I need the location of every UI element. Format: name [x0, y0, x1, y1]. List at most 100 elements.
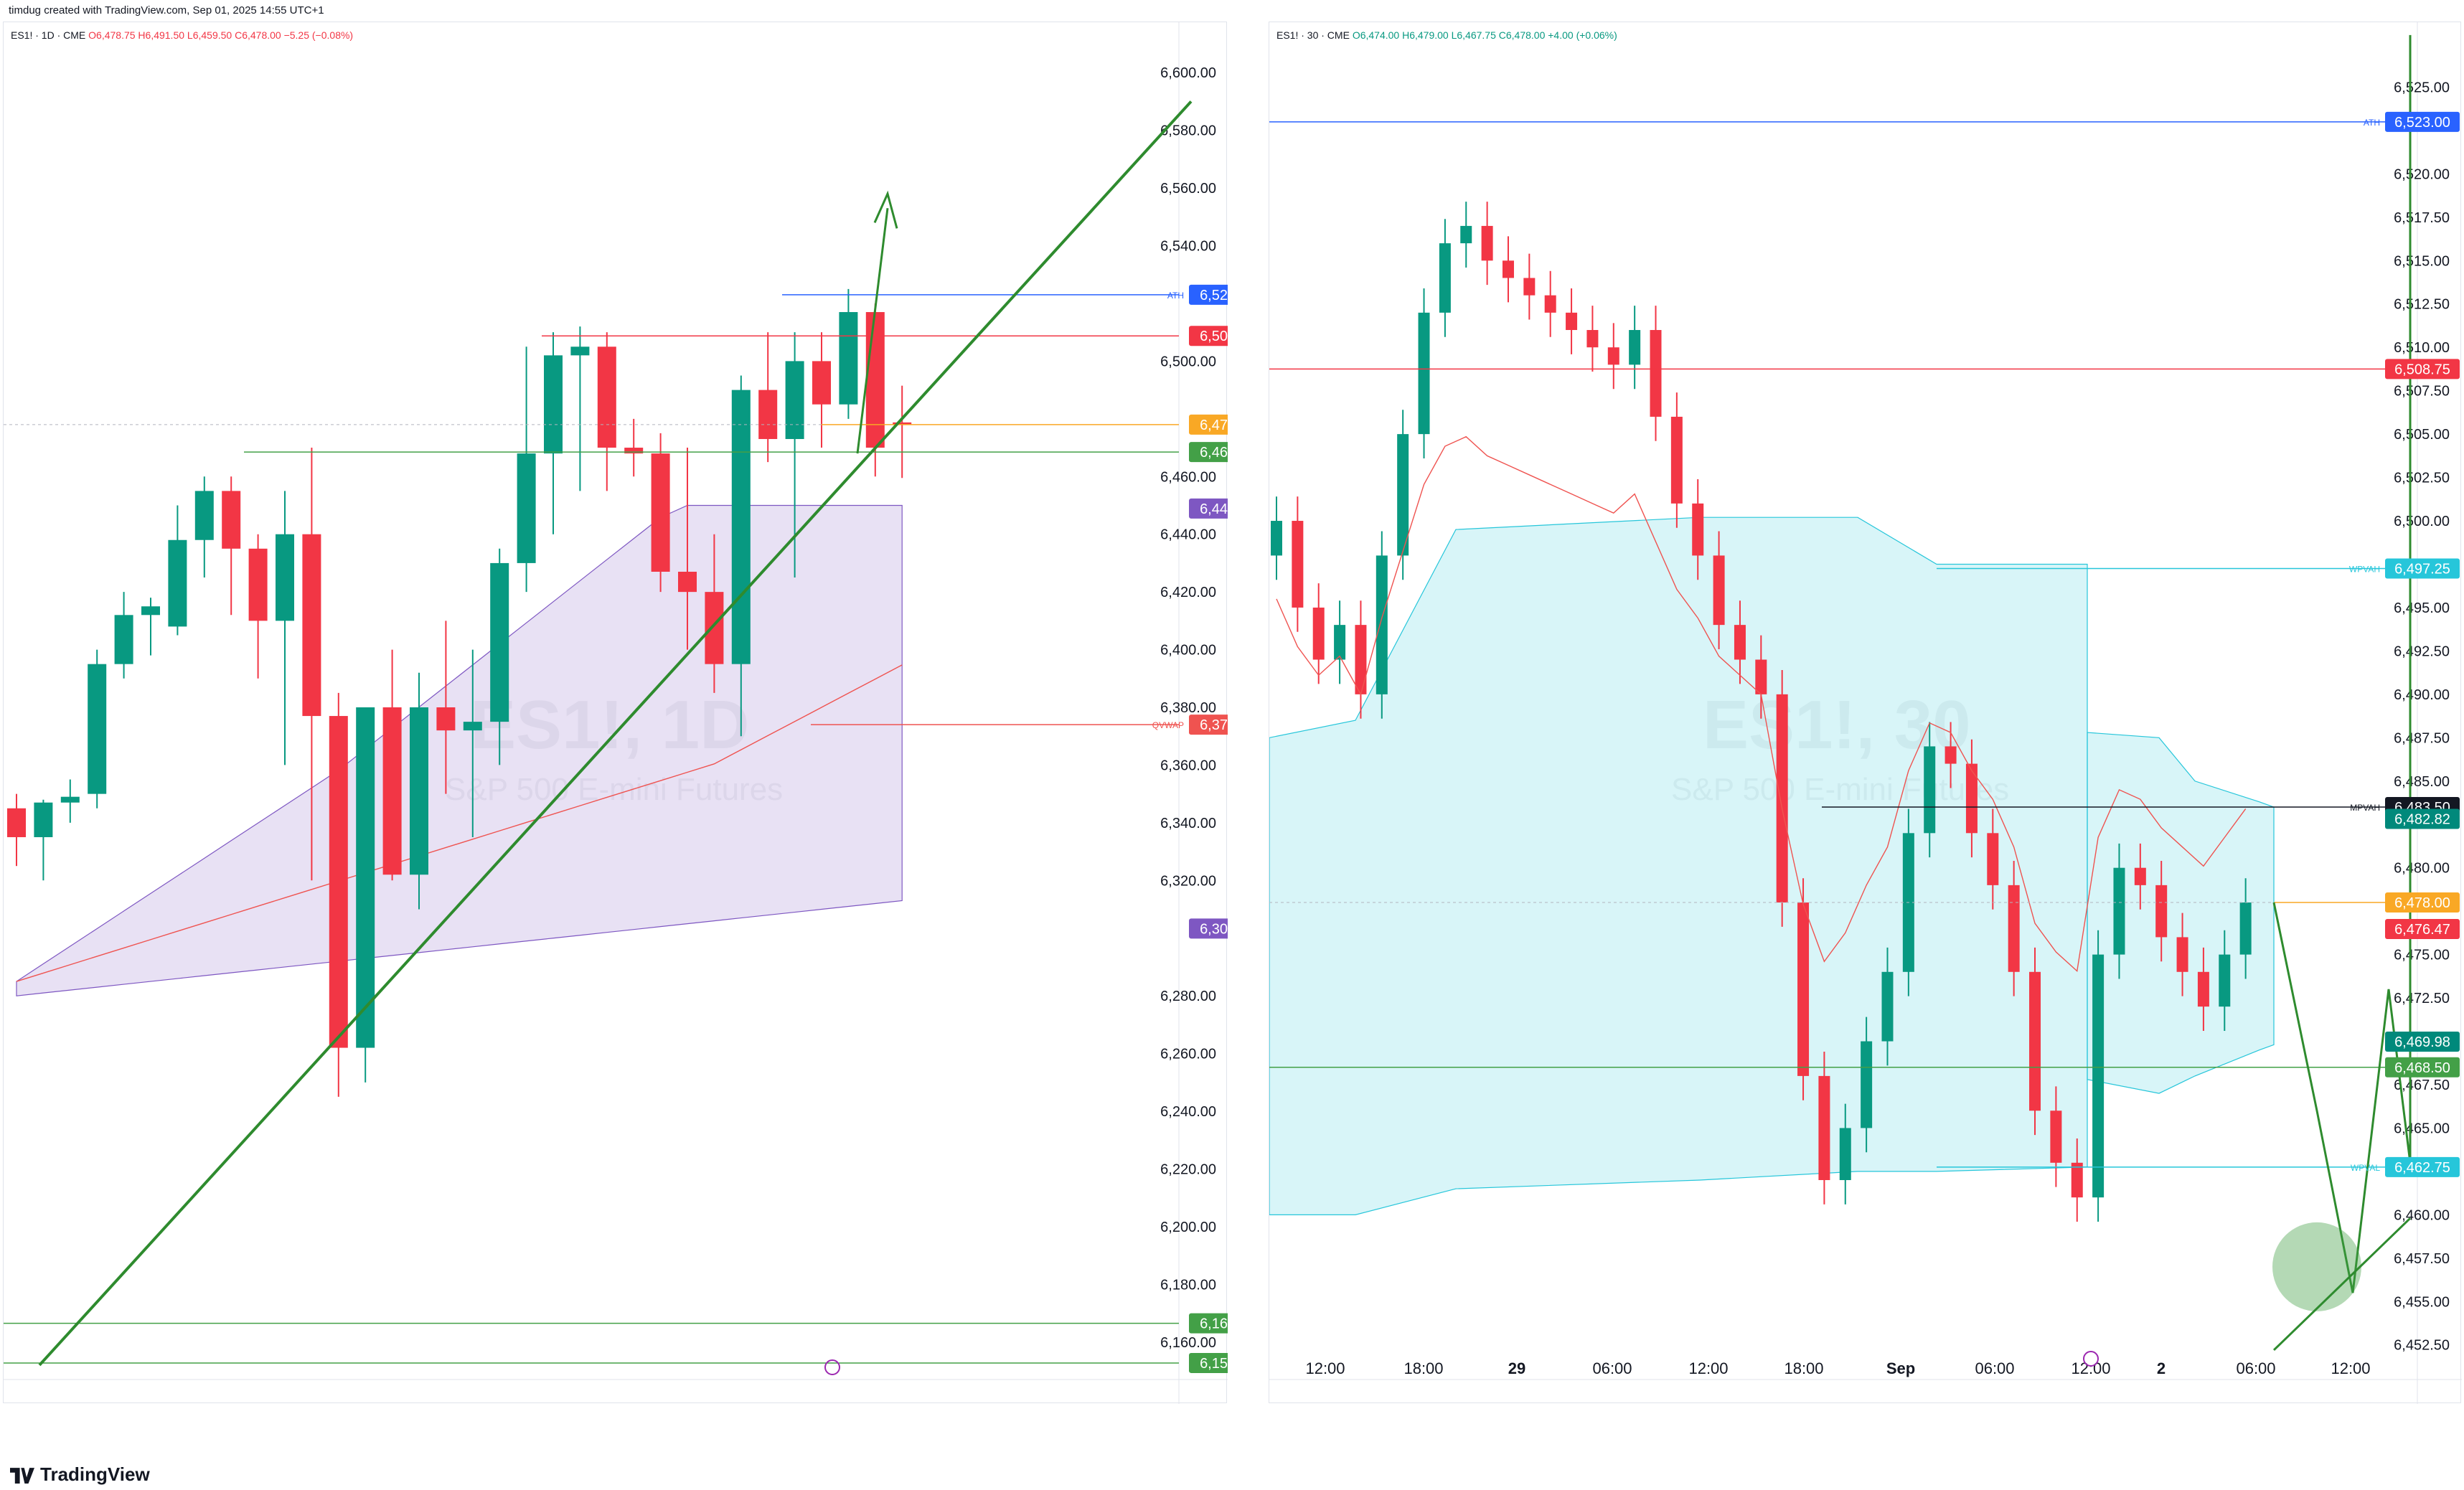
intraday-candle [2113, 867, 2125, 955]
daily-candle [34, 802, 53, 837]
intraday-price-tick: 6,492.50 [2394, 643, 2450, 659]
intraday-time-tick: 06:00 [2236, 1359, 2275, 1377]
intraday-trendline [2272, 1217, 2412, 1352]
intraday-price-tick: 6,490.00 [2394, 687, 2450, 703]
tradingview-logo: TradingView [10, 1463, 150, 1486]
daily-candle [463, 722, 482, 731]
brand-name: TradingView [40, 1463, 150, 1485]
intraday-price-tick: 6,525.00 [2394, 80, 2450, 95]
intraday-time-tick: 18:00 [1784, 1359, 1823, 1377]
daily-chart-panel[interactable]: ES1! · 1D · CME O6,478.75 H6,491.50 L6,4… [3, 22, 1228, 1404]
intraday-price-label: 6,478.00 [2394, 895, 2450, 911]
intraday-chart-panel[interactable]: ES1! · 30 · CME O6,474.00 H6,479.00 L6,4… [1269, 22, 2462, 1404]
intraday-candle [2029, 971, 2041, 1111]
intraday-time-tick: 06:00 [1975, 1359, 2014, 1377]
intraday-candle [1355, 625, 1367, 694]
intraday-candle [2155, 885, 2168, 938]
daily-trendline [38, 100, 1193, 1367]
intraday-candle [1481, 225, 1493, 261]
daily-candle [812, 361, 831, 405]
daily-candle [893, 422, 912, 425]
daily-candle [785, 361, 804, 439]
daily-legend: ES1! · 1D · CME O6,478.75 H6,491.50 L6,4… [11, 29, 353, 41]
intraday-level-note: WPVAL [2351, 1163, 2380, 1173]
intraday-price-label: 6,523.00 [2394, 115, 2450, 131]
daily-price-label-bg [1189, 442, 1228, 463]
daily-candle [302, 534, 321, 717]
daily-price-tick: 6,460.00 [1160, 469, 1216, 485]
daily-price-label: 6,468.50 [1200, 445, 1228, 461]
daily-ohlc: O6,478.75 H6,491.50 L6,459.50 C6,478.00 … [88, 29, 354, 41]
daily-price-tick: 6,260.00 [1160, 1047, 1216, 1062]
intraday-price-tick: 6,467.50 [2394, 1078, 2450, 1093]
intraday-price-tick: 6,487.50 [2394, 730, 2450, 746]
daily-candle [194, 491, 214, 540]
intraday-price-label-bg [2385, 1032, 2460, 1052]
intraday-time-tick: 29 [1508, 1359, 1525, 1377]
daily-candle [865, 312, 885, 448]
intraday-price-tick: 6,502.50 [2394, 471, 2450, 486]
intraday-candle [1670, 416, 1683, 504]
daily-candle [168, 539, 187, 627]
intraday-price-tick: 6,460.00 [2394, 1207, 2450, 1223]
intraday-candle [1734, 625, 1746, 660]
intraday-candle [1650, 330, 1662, 417]
daily-price-label: 6,166.50 [1200, 1316, 1228, 1332]
intraday-price-label-bg [2385, 919, 2460, 940]
intraday-candle [1397, 434, 1409, 556]
daily-watermark: ES1!, 1D [470, 686, 749, 765]
daily-price-tick: 6,360.00 [1160, 758, 1216, 773]
intraday-candle [2197, 971, 2209, 1007]
daily-candle [410, 707, 428, 875]
intraday-price-label: 6,482.82 [2394, 811, 2450, 827]
intraday-candle [1797, 902, 1810, 1076]
intraday-candle [1692, 503, 1704, 556]
intraday-price-tick: 6,485.00 [2394, 774, 2450, 790]
intraday-price-tick: 6,510.00 [2394, 340, 2450, 356]
daily-candle [382, 707, 402, 875]
intraday-price-label-bg [2385, 359, 2460, 379]
daily-price-tick: 6,580.00 [1160, 123, 1216, 139]
intraday-chart-svg: 6,525.00 6,520.00 6,517.50 6,515.00 6,512.50… [1269, 22, 2462, 1404]
intraday-candle [1460, 225, 1472, 244]
intraday-legend: ES1! · 30 · CME O6,474.00 H6,479.00 L6,4… [1276, 29, 1617, 41]
daily-candle [731, 390, 751, 664]
intraday-time-tick: 12:00 [1688, 1359, 1728, 1377]
intraday-candle [1776, 694, 1788, 903]
intraday-price-tick: 6,495.00 [2394, 600, 2450, 616]
daily-price-tick: 6,320.00 [1160, 873, 1216, 889]
daily-vwap-band [16, 504, 903, 996]
daily-candle [490, 562, 509, 722]
intraday-candle [1586, 330, 1599, 348]
intraday-vwap-line [1276, 435, 2247, 972]
daily-candle [356, 707, 375, 1048]
intraday-candle [1376, 555, 1388, 694]
intraday-candle [2008, 885, 2020, 972]
intraday-price-label: 6,468.50 [2394, 1060, 2450, 1076]
intraday-candle [1839, 1128, 1851, 1180]
intraday-candle [1544, 295, 1556, 313]
daily-price-tick: 6,500.00 [1160, 354, 1216, 369]
intraday-time-tick: Sep [1886, 1359, 1915, 1377]
daily-price-label-bg [1189, 414, 1228, 435]
daily-price-tick: 6,200.00 [1160, 1220, 1216, 1235]
intraday-ohlc: O6,474.00 H6,479.00 L6,467.75 C6,478.00 … [1352, 29, 1617, 41]
intraday-candle [1629, 330, 1641, 365]
daily-candle [88, 664, 107, 794]
intraday-price-tick: 6,472.50 [2394, 991, 2450, 1006]
daily-price-label-bg [1189, 284, 1228, 305]
intraday-price-tick: 6,515.00 [2394, 253, 2450, 269]
credit-text: timdug created with TradingView.com, Sep… [9, 4, 324, 16]
daily-candle [651, 453, 670, 572]
daily-candle [705, 592, 724, 664]
intraday-price-label-bg [2385, 558, 2460, 579]
daily-price-label-bg [1189, 498, 1228, 519]
daily-price-label: 6,478.00 [1200, 418, 1228, 433]
daily-price-tick: 6,220.00 [1160, 1161, 1216, 1177]
intraday-candle [1271, 521, 1282, 556]
daily-price-tick: 6,160.00 [1160, 1335, 1216, 1351]
intraday-price-tick: 6,465.00 [2394, 1121, 2450, 1136]
intraday-level-note: MPVAH [2350, 803, 2380, 813]
intraday-price-tick: 6,517.50 [2394, 210, 2450, 226]
intraday-price-label: 6,497.25 [2394, 562, 2450, 577]
